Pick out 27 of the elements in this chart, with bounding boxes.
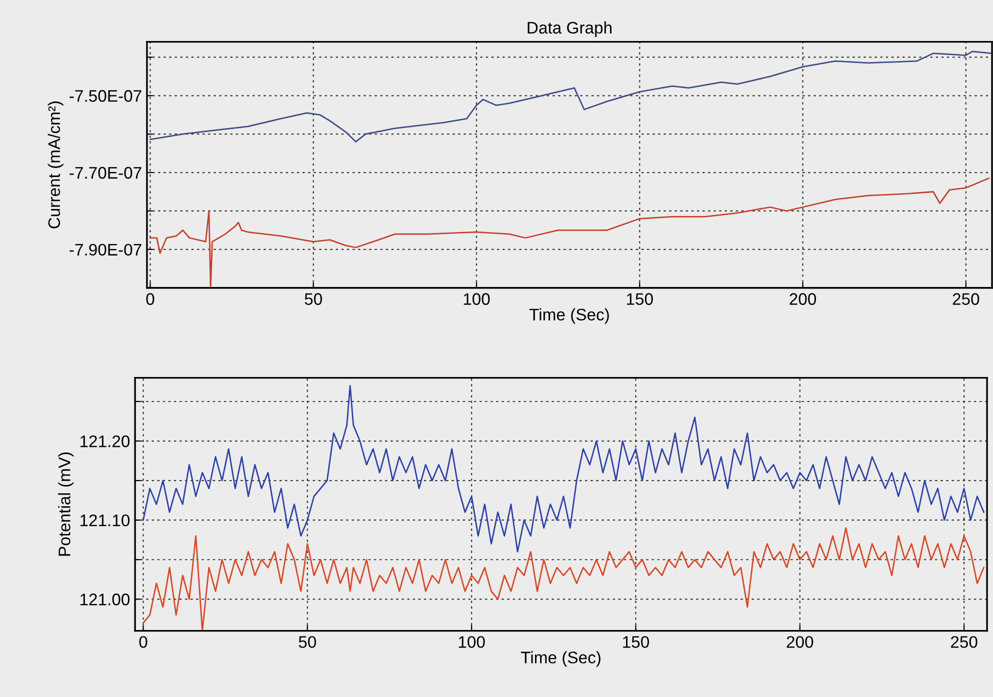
x-tick-label: 50 [298, 636, 316, 648]
y-tick-label: 121.00 [80, 594, 130, 606]
line-series [150, 50, 992, 142]
x-tick-label: 250 [950, 636, 978, 648]
x-axis-title: Time (Sec) [520, 651, 600, 667]
x-tick-label: 150 [627, 293, 653, 305]
x-tick-label: 0 [146, 293, 154, 305]
y-tick-label: 121.10 [80, 514, 130, 526]
line-series [142, 384, 984, 552]
x-tick-label: 0 [139, 636, 148, 648]
x-tick-label: 200 [786, 636, 814, 648]
x-tick-label: 100 [464, 293, 490, 305]
y-tick-label: -7.50E-07 [70, 90, 142, 102]
line-series [150, 178, 990, 288]
x-tick-label: 50 [304, 293, 322, 305]
y-axis-title: Potential (mV) [58, 452, 74, 556]
x-tick-label: 200 [790, 293, 816, 305]
x-tick-label: 250 [952, 293, 980, 305]
y-tick-label: -7.90E-07 [70, 244, 142, 256]
line-series [142, 527, 984, 631]
x-tick-label: 150 [623, 636, 649, 648]
chart-title: Data Graph [528, 21, 612, 37]
x-axis-title: Time (Sec) [529, 308, 609, 324]
y-tick-label: 121.20 [80, 435, 130, 448]
x-tick-label: 100 [458, 636, 485, 648]
y-axis-title: Current (mA/cm²) [48, 102, 64, 228]
y-tick-label: -7.70E-07 [70, 166, 142, 179]
